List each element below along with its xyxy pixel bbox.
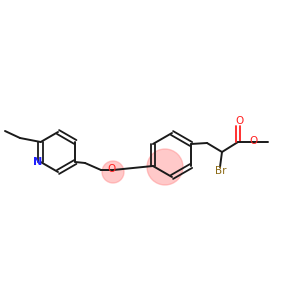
Text: O: O: [249, 136, 257, 146]
Text: N: N: [33, 157, 42, 167]
Text: O: O: [235, 116, 243, 126]
Text: Br: Br: [215, 166, 227, 176]
Text: O: O: [108, 164, 116, 174]
Circle shape: [102, 161, 124, 183]
Circle shape: [147, 149, 183, 185]
